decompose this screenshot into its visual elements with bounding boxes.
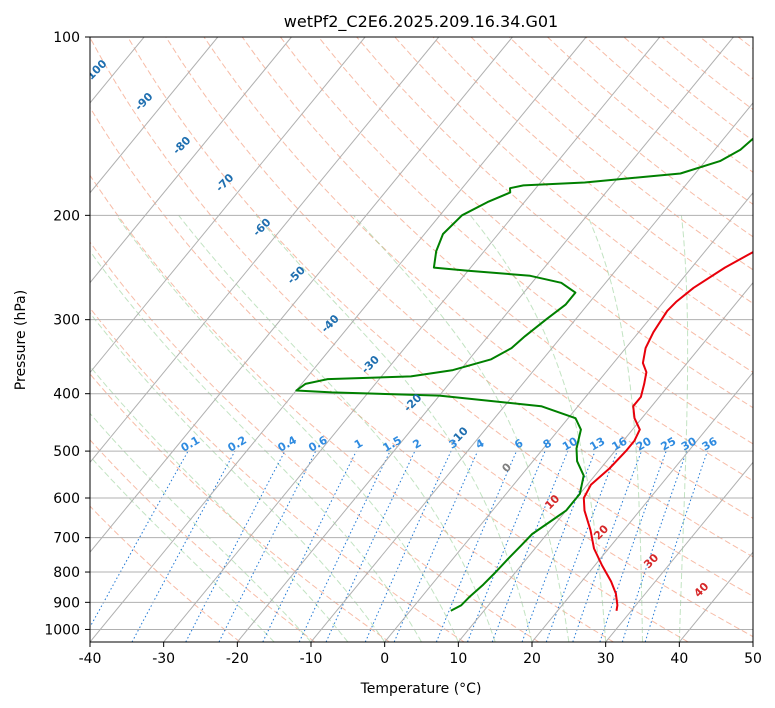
y-tick-label: 1000 (44, 622, 80, 638)
isotherm-gridline (310, 102, 753, 642)
dry-adiabat (432, 37, 753, 304)
isotherm-gridline (90, 37, 440, 464)
y-tick-label: 500 (53, 444, 80, 460)
mixing-ratio-line (90, 450, 189, 629)
isotherm-gridline (531, 371, 753, 642)
y-axis-label: Pressure (hPa) (13, 290, 29, 390)
dry-adiabat (241, 37, 753, 482)
isotherm-gridline (90, 37, 219, 194)
mixing-ratio-line (262, 450, 357, 642)
y-tick-label: 300 (53, 313, 80, 329)
moist-adiabat (90, 250, 422, 642)
dry-adiabat (90, 37, 753, 638)
dry-adiabat (90, 241, 540, 642)
isotherm-gridline (90, 37, 587, 642)
isotherm-gridline (90, 37, 513, 553)
isotherm-gridline (236, 37, 734, 642)
dry-adiabat (356, 37, 753, 373)
dry-adiabat (90, 505, 241, 642)
x-tick-label: 20 (523, 651, 541, 667)
x-tick-label: 10 (449, 651, 467, 667)
y-tick-label: 600 (53, 491, 80, 507)
dry-adiabat (127, 37, 753, 597)
y-axis-ticks: 100 200 300 400 500 600 700 800 900 1000 (44, 30, 90, 638)
x-tick-label: 30 (597, 651, 615, 667)
mixing-ratio-line (364, 450, 452, 642)
x-tick-label: 50 (744, 651, 762, 667)
dry-adiabat (90, 307, 465, 642)
dry-adiabat (90, 373, 390, 642)
moist-adiabat (255, 214, 533, 642)
y-tick-label: 400 (53, 387, 80, 403)
mixing-ratio-line (599, 450, 667, 642)
isotherm-gridline (605, 461, 753, 642)
isotherm-gridline (163, 37, 661, 642)
mixing-ratio-line (644, 450, 708, 642)
mixing-ratio-line (572, 450, 642, 642)
moist-adiabat (586, 215, 643, 642)
mixing-ratio-line (491, 450, 569, 642)
x-tick-label: -30 (152, 651, 175, 667)
mixing-ratio-line (218, 450, 317, 642)
moist-adiabat (678, 215, 689, 642)
x-tick-label: -10 (300, 651, 323, 667)
isotherm-gridline (90, 37, 366, 374)
dewpoint-profile-line (295, 137, 753, 612)
mixing-ratio-line (521, 450, 596, 642)
dry-adiabat (90, 439, 316, 642)
x-tick-label: 0 (380, 651, 389, 667)
moist-adiabat (90, 412, 312, 642)
grid (90, 37, 753, 642)
isotherm-gridline (90, 37, 292, 284)
x-axis-label: Temperature (°C) (360, 681, 482, 697)
dry-adiabat (280, 37, 753, 445)
y-tick-label: 700 (53, 531, 80, 547)
x-axis-ticks: -40 -30 -20 -10 0 10 20 30 40 50 (79, 642, 762, 667)
mixing-ratio-line (545, 450, 618, 642)
mixing-ratio-line (393, 450, 479, 642)
dry-adiabat (203, 37, 753, 519)
moist-adiabat (115, 215, 459, 642)
x-tick-label: -20 (226, 651, 249, 667)
chart-title: wetPf2_C2E6.2025.209.16.34.G01 (284, 12, 558, 32)
x-tick-label: -40 (79, 651, 102, 667)
moist-adiabat (470, 214, 607, 642)
moist-adiabat (178, 214, 496, 642)
mixing-ratio-line (435, 450, 517, 642)
isotherm-gridline (457, 281, 753, 642)
profile-series (295, 137, 753, 612)
x-tick-label: 40 (670, 651, 688, 667)
y-tick-label: 900 (53, 595, 80, 611)
dry-adiabat (90, 174, 614, 642)
plot-area: -100-90-80-70-60-50-40-30-20-10010203040… (90, 37, 753, 642)
mixing-ratio-line (467, 450, 546, 642)
moist-adiabat (90, 455, 275, 642)
mixing-ratio-line (621, 450, 688, 642)
mixing-ratio-line (131, 450, 236, 642)
temperature-profile-line (582, 250, 753, 611)
mixing-ratio-lines (90, 450, 708, 642)
y-tick-label: 100 (53, 30, 80, 46)
y-tick-label: 200 (53, 208, 80, 224)
y-tick-label: 800 (53, 565, 80, 581)
isotherm-gridline (384, 192, 753, 642)
plot-frame (89, 36, 754, 643)
moist-adiabat (90, 312, 386, 642)
